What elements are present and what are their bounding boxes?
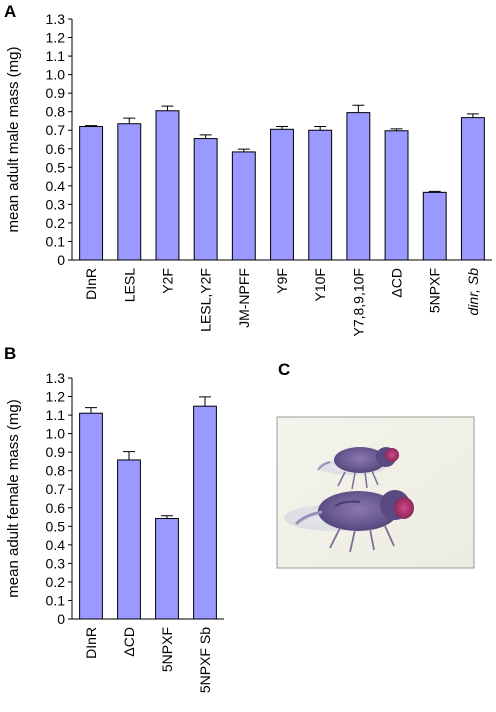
category-label-1: LESL bbox=[121, 268, 137, 302]
y-tick-label: 0.8 bbox=[46, 463, 66, 479]
y-tick-label: 1.0 bbox=[46, 67, 66, 83]
bar-0 bbox=[79, 126, 104, 261]
error-bar-7 bbox=[352, 104, 365, 113]
y-tick-label: 1.3 bbox=[46, 370, 66, 386]
y-tick-label: 1.2 bbox=[46, 389, 66, 405]
y-tick-label: 0.8 bbox=[46, 104, 66, 120]
category-label-1: ΔCD bbox=[121, 627, 137, 657]
error-bar-1 bbox=[123, 451, 135, 460]
error-bar-10 bbox=[466, 113, 479, 118]
panel-letter-a: A bbox=[4, 2, 16, 21]
y-tick-label: 0.7 bbox=[46, 481, 66, 497]
small-fly-image bbox=[317, 447, 399, 490]
bar-2 bbox=[155, 518, 179, 620]
error-bar-4 bbox=[237, 148, 250, 152]
category-label-4: JM-NPFF bbox=[236, 268, 252, 328]
category-label-3: 5NPXF Sb bbox=[197, 627, 213, 693]
bar-9 bbox=[422, 191, 447, 261]
large-fly-image bbox=[284, 490, 414, 553]
y-tick-label: 0.6 bbox=[46, 500, 66, 516]
category-label-8: ΔCD bbox=[389, 268, 405, 298]
error-bar-6 bbox=[314, 126, 327, 131]
chart-b-female-mass: mean adult female mass (mg) 0 0.1 0.2 0.3 0.4… bbox=[5, 370, 224, 693]
category-label-5: Y9F bbox=[274, 268, 290, 294]
y-tick-label: 0 bbox=[57, 611, 65, 627]
chart-a-male-mass: mean adult male mass (mg) 0 0.1 0.2 0.3 0.4 0.… bbox=[5, 11, 492, 337]
category-label-0: DInR bbox=[83, 627, 99, 659]
error-bar-2 bbox=[161, 515, 173, 519]
category-label-3: LESL,Y2F bbox=[198, 268, 214, 332]
panel-letter-c: C bbox=[278, 360, 290, 379]
y-tick-label: 1.3 bbox=[46, 11, 66, 27]
y-axis-title: mean adult female mass (mg) bbox=[5, 399, 22, 597]
y-tick-label: 0.4 bbox=[46, 537, 66, 553]
bar-4 bbox=[231, 151, 256, 261]
y-tick-label: 0.9 bbox=[46, 85, 66, 101]
y-tick-label: 1.1 bbox=[46, 407, 66, 423]
category-label-10: dinr, Sb bbox=[465, 268, 481, 316]
fly-photo bbox=[276, 416, 475, 569]
error-bar-3 bbox=[199, 396, 211, 407]
error-bar-5 bbox=[276, 126, 288, 130]
y-tick-label: 0.5 bbox=[46, 518, 66, 534]
y-tick-label: 1.1 bbox=[46, 48, 66, 64]
error-bar-0 bbox=[85, 407, 97, 414]
y-tick-label: 0.1 bbox=[46, 592, 66, 608]
category-label-2: Y2F bbox=[159, 268, 175, 294]
y-tick-label: 0.5 bbox=[46, 159, 66, 175]
y-tick-label: 0.1 bbox=[46, 233, 66, 249]
error-bar-0 bbox=[85, 125, 98, 127]
error-bar-9 bbox=[428, 190, 441, 193]
category-label-7: Y7,8,9,10F bbox=[350, 268, 366, 337]
bar-3 bbox=[193, 138, 218, 261]
y-tick-label: 0.3 bbox=[46, 555, 66, 571]
y-tick-label: 0.3 bbox=[46, 196, 66, 212]
panel-letter-b: B bbox=[4, 344, 16, 363]
photo-frame bbox=[276, 416, 475, 569]
bar-2 bbox=[155, 110, 180, 261]
y-tick-label: 0.9 bbox=[46, 444, 66, 460]
y-tick-label: 1.2 bbox=[46, 30, 66, 46]
y-tick-label: 0.6 bbox=[46, 141, 66, 157]
y-tick-label: 0.4 bbox=[46, 178, 66, 194]
error-bar-8 bbox=[390, 128, 403, 131]
bar-1 bbox=[117, 459, 141, 620]
y-tick-label: 0.2 bbox=[46, 574, 66, 590]
bar-10 bbox=[460, 117, 485, 261]
y-tick-label: 0 bbox=[57, 252, 65, 268]
bar-6 bbox=[308, 129, 333, 261]
error-bar-1 bbox=[123, 117, 136, 124]
category-label-0: DInR bbox=[83, 268, 99, 300]
error-bar-3 bbox=[199, 134, 212, 139]
y-tick-label: 0.2 bbox=[46, 215, 66, 231]
bar-8 bbox=[384, 130, 409, 261]
error-bar-2 bbox=[161, 105, 174, 111]
bar-3 bbox=[193, 405, 217, 620]
bar-0 bbox=[79, 412, 103, 620]
y-tick-label: 1.0 bbox=[46, 426, 66, 442]
category-label-6: Y10F bbox=[312, 268, 328, 301]
bar-7 bbox=[346, 112, 371, 261]
category-label-2: 5NPXF bbox=[159, 627, 175, 672]
category-label-9: 5NPXF bbox=[427, 268, 443, 313]
bar-5 bbox=[270, 128, 294, 261]
y-tick-label: 0.7 bbox=[46, 122, 66, 138]
y-axis-title: mean adult male mass (mg) bbox=[5, 47, 22, 233]
bar-1 bbox=[117, 123, 142, 261]
